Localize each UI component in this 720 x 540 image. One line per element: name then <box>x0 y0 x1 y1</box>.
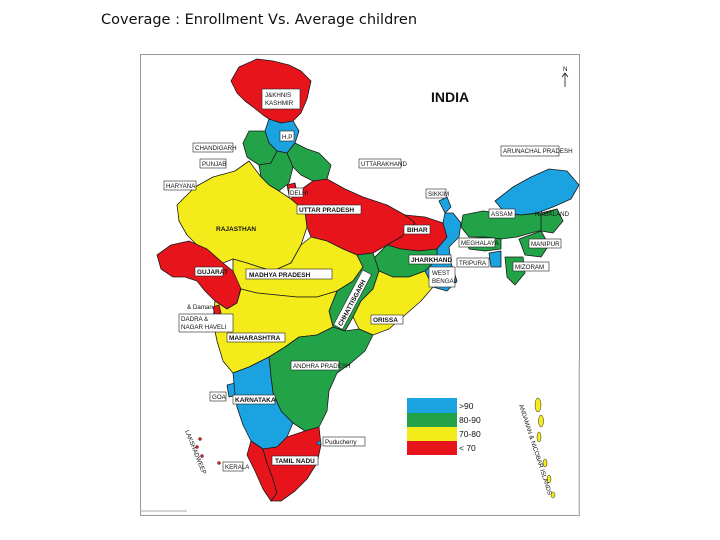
legend-swatch-70-80 <box>407 427 457 441</box>
legend-swatch-lt70 <box>407 441 457 455</box>
label-daman: & Daman <box>187 304 213 311</box>
andaman-label-group: ANDAMAN & NICOBAR ISLANDS <box>517 403 553 495</box>
label-hp: H.P <box>282 134 292 141</box>
label-haryana: HARYANA <box>166 183 196 190</box>
label-box-jk <box>261 88 301 110</box>
label-jharkhand: JHARKHAND <box>411 257 452 264</box>
label-andhra-pradesh: ANDHRA PRADESH <box>293 363 350 370</box>
ut-dadra-nagar-haveli <box>212 304 222 316</box>
legend-swatch-gt90 <box>407 398 457 413</box>
label-gujarat: GUJARAT <box>197 269 228 276</box>
legend-swatch-80-90 <box>407 413 457 427</box>
map-title: INDIA <box>431 89 469 105</box>
label-meghalaya: MEGHALAYA <box>461 240 499 247</box>
ut-puducherry <box>316 440 322 446</box>
label-tripura: TRIPURA <box>459 260 487 267</box>
label-orissa: ORISSA <box>373 317 398 324</box>
legend-label-80-90: 80-90 <box>459 415 481 425</box>
north-label: N <box>563 66 567 73</box>
label-tamil-nadu: TAMIL NADU <box>275 458 315 465</box>
label-nagaland: NAGALAND <box>535 211 570 218</box>
label-dadra: DADRA & <box>181 316 209 323</box>
andaman-nicobar-islands <box>534 397 556 499</box>
label-bihar: BIHAR <box>407 227 428 234</box>
state-arunachal <box>494 168 580 216</box>
label-kerala: KERALA <box>225 464 250 471</box>
label-manipur: MANIPUR <box>531 241 560 248</box>
slide-title: Coverage : Enrollment Vs. Average childr… <box>101 12 418 28</box>
label-madhya-pradesh: MADHYA PRADESH <box>249 272 311 279</box>
label-maharashtra: MAHARASHTRA <box>229 335 281 342</box>
legend-label-lt70: < 70 <box>459 443 476 453</box>
legend-label-gt90: >90 <box>459 401 474 411</box>
state-sikkim <box>438 196 452 214</box>
label-goa: GOA <box>212 394 227 401</box>
label-puducherry: Puducherry <box>325 439 358 446</box>
label-arunachal: ARUNACHAL PRADESH <box>503 148 573 155</box>
lakshadweep-label-group: LAKSHADWEEP <box>183 429 207 475</box>
label-rajasthan: RAJASTHAN <box>216 226 256 233</box>
map-legend: >90 80-90 70-80 < 70 <box>407 398 481 455</box>
label-lakshadweep: LAKSHADWEEP <box>183 429 207 475</box>
label-sikkim: SIKKIM <box>428 191 449 198</box>
lakshadweep-islands <box>195 437 221 465</box>
label-west-bengal-2: BENGAL <box>432 278 458 285</box>
label-delhi: DELHI <box>290 190 309 197</box>
label-assam: ASSAM <box>491 211 513 218</box>
label-uttar-pradesh: UTTAR PRADESH <box>299 207 354 214</box>
legend-label-70-80: 70-80 <box>459 429 481 439</box>
north-arrow-icon <box>561 72 569 87</box>
state-uttarakhand <box>286 142 332 182</box>
label-jk: J&KHNIS <box>265 92 291 99</box>
state-nagaland <box>540 208 564 234</box>
state-tripura <box>488 250 502 268</box>
label-west-bengal: WEST <box>432 270 450 277</box>
label-uttarakhand: UTTARAKHAND <box>361 161 407 168</box>
label-jk-2: KASHMIR <box>265 100 294 107</box>
label-punjab: PUNJAB <box>202 161 226 168</box>
label-karnataka: KARNATAKA <box>235 397 276 404</box>
label-mizoram: MIZORAM <box>515 264 544 271</box>
label-andaman: ANDAMAN & NICOBAR ISLANDS <box>517 403 553 495</box>
label-chandigarh: CHANDIGARH <box>195 145 237 152</box>
india-map: J&KHNIS KASHMIR H.P CHANDIGARH PUNJAB HA… <box>140 54 580 517</box>
map-svg: J&KHNIS KASHMIR H.P CHANDIGARH PUNJAB HA… <box>141 58 580 517</box>
label-dadra-2: NAGAR HAVELI <box>181 324 227 331</box>
